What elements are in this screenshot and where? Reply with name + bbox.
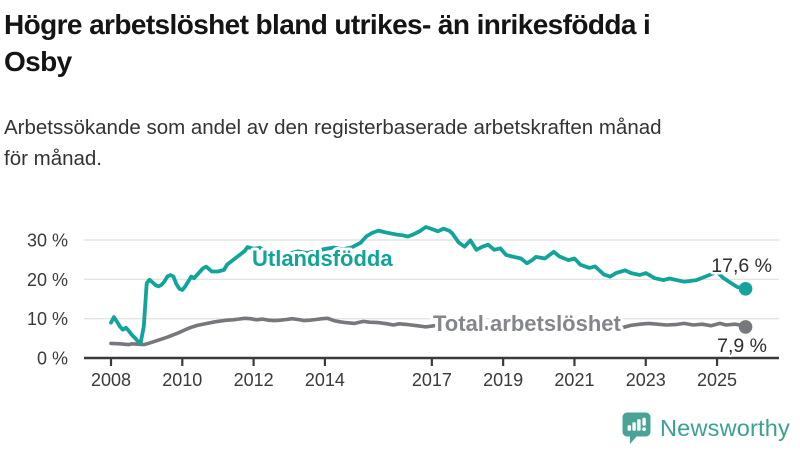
series-end-dot-total-arbetsloshet <box>738 320 753 334</box>
newsworthy-logo-icon <box>622 412 651 444</box>
data-series <box>109 225 753 347</box>
chart-subtitle: Arbetssökande som andel av den registerb… <box>4 112 784 174</box>
y-tick-label: 10 % <box>27 309 68 329</box>
x-tick-label: 2017 <box>412 370 452 390</box>
chart-title-line1: Högre arbetslöshet bland utrikes- än inr… <box>4 9 651 40</box>
x-tick-label: 2012 <box>234 370 274 390</box>
series-line-utlandsfodda <box>109 225 748 346</box>
end-value-label-utlandsfodda: 17,6 % <box>711 255 772 277</box>
end-value-label-total-arbetsloshet: 7,9 % <box>717 335 767 357</box>
series-label-utlandsfodda: Utlandsfödda <box>252 246 393 271</box>
series-line-total-arbetsloshet <box>109 316 748 347</box>
y-tick-label: 20 % <box>27 270 68 290</box>
series-end-dot-utlandsfodda <box>738 281 753 296</box>
x-tick-label: 2014 <box>305 370 345 390</box>
y-axis-labels: 0 % 10 % 20 % 30 % <box>27 231 68 369</box>
x-tick-label: 2010 <box>162 370 202 390</box>
logo-barchart-glyph <box>627 417 647 431</box>
chart-title: Högre arbetslöshet bland utrikes- än inr… <box>4 6 798 80</box>
series-label-total-arbetsloshet: Total arbetslöshet <box>433 311 622 336</box>
chart-subtitle-line1: Arbetssökande som andel av den registerb… <box>4 116 662 139</box>
brand-name: Newsworthy <box>660 414 790 441</box>
chart-subtitle-line2: för månad. <box>4 147 102 170</box>
y-tick-label: 30 % <box>27 231 68 251</box>
x-axis-ticks: 2008 2010 2012 2014 2017 2019 2021 2023 2025 <box>91 358 737 390</box>
x-tick-label: 2023 <box>626 370 666 390</box>
newsworthy-brand[interactable]: Newsworthy <box>622 410 790 446</box>
chart-title-line2: Osby <box>4 46 72 77</box>
y-tick-label: 0 % <box>37 349 68 369</box>
x-tick-label: 2008 <box>91 370 131 390</box>
x-tick-label: 2021 <box>554 370 594 390</box>
x-tick-label: 2025 <box>697 370 737 390</box>
line-chart: 0 % 10 % 20 % 30 % 2008 2010 2012 2014 2017 2019… <box>27 225 779 390</box>
x-tick-label: 2019 <box>483 370 523 390</box>
